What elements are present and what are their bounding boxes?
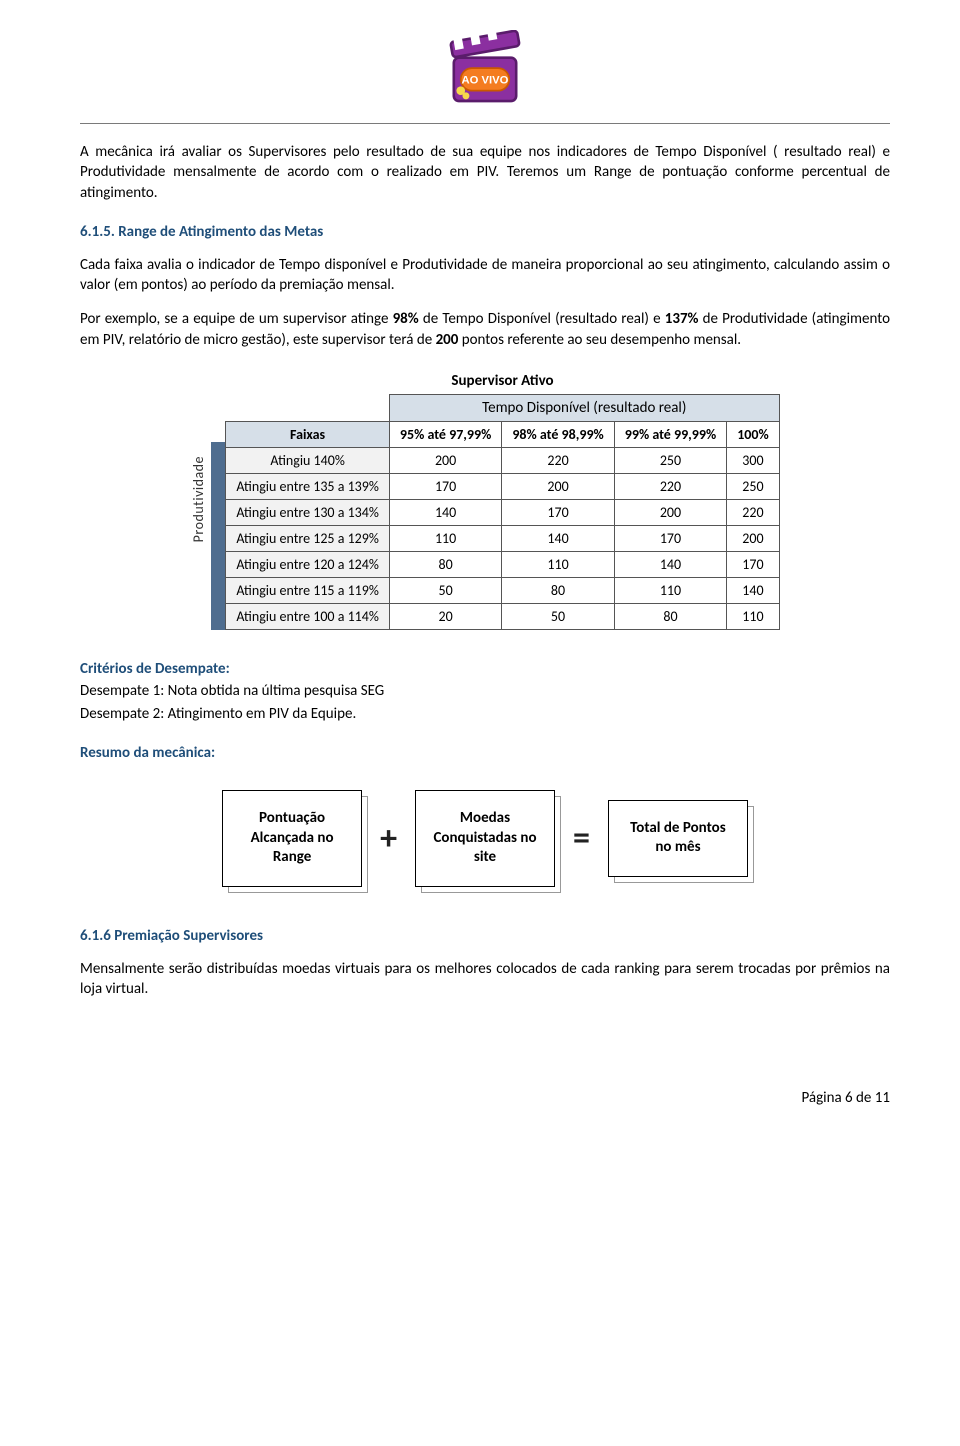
section-616-p1: Mensalmente serão distribuídas moedas vi… [80, 959, 890, 1000]
bold-value: 98% [393, 310, 419, 328]
cell: 110 [389, 525, 501, 551]
cell: 200 [727, 525, 780, 551]
cell: 250 [614, 447, 726, 473]
cell: 140 [727, 577, 780, 603]
header-divider [80, 123, 890, 124]
table-row: Atingiu entre 130 a 134% 140 170 200 220 [226, 499, 779, 525]
col-header: 98% até 98,99% [502, 421, 614, 447]
formula-box-3: Total de Pontos no mês [608, 800, 748, 877]
formula-box-1: Pontuação Alcançada no Range [222, 790, 362, 887]
cell: 80 [614, 603, 726, 629]
cell: 200 [389, 447, 501, 473]
cell: 250 [727, 473, 780, 499]
ao-vivo-clapper-icon: AO VIVO [440, 30, 530, 108]
cell: 110 [614, 577, 726, 603]
cell: 50 [502, 603, 614, 629]
cell: 140 [502, 525, 614, 551]
cell: 170 [389, 473, 501, 499]
text-fragment: de Tempo Disponível (resultado real) e [419, 310, 665, 328]
points-table-container: Produtividade Supervisor Ativo Tempo Dis… [80, 368, 890, 630]
formula-row: Pontuação Alcançada no Range + Moedas Co… [80, 790, 890, 887]
row-label: Atingiu 140% [226, 447, 390, 473]
table-row: Atingiu entre 125 a 129% 110 140 170 200 [226, 525, 779, 551]
cell: 110 [502, 551, 614, 577]
cell: 20 [389, 603, 501, 629]
col-header: 99% até 99,99% [614, 421, 726, 447]
row-label: Atingiu entre 125 a 129% [226, 525, 390, 551]
section-615-p1: Cada faixa avalia o indicador de Tempo d… [80, 255, 890, 296]
cell: 80 [502, 577, 614, 603]
criterios-line-1: Desempate 1: Nota obtida na última pesqu… [80, 682, 890, 700]
cell: 220 [502, 447, 614, 473]
cell: 200 [614, 499, 726, 525]
bold-value: 200 [436, 331, 459, 349]
row-label: Atingiu entre 115 a 119% [226, 577, 390, 603]
table-side-label: Produtividade [190, 456, 207, 542]
text-fragment: pontos referente ao seu desempenho mensa… [458, 331, 741, 349]
cell: 140 [614, 551, 726, 577]
cell: 220 [614, 473, 726, 499]
cell: 170 [614, 525, 726, 551]
row-label: Atingiu entre 120 a 124% [226, 551, 390, 577]
criterios-title: Critérios de Desempate: [80, 660, 890, 678]
row-label: Atingiu entre 130 a 134% [226, 499, 390, 525]
cell: 170 [502, 499, 614, 525]
svg-text:AO VIVO: AO VIVO [462, 75, 509, 87]
formula-box-2: Moedas Conquistadas no site [415, 790, 555, 887]
cell: 220 [727, 499, 780, 525]
row-label: Atingiu entre 135 a 139% [226, 473, 390, 499]
faixas-header: Faixas [226, 421, 390, 447]
section-615-p2: Por exemplo, se a equipe de um superviso… [80, 309, 890, 350]
bold-value: 137% [665, 310, 699, 328]
cell: 300 [727, 447, 780, 473]
table-row: Atingiu entre 115 a 119% 50 80 110 140 [226, 577, 779, 603]
table-super-title: Supervisor Ativo [226, 368, 779, 395]
criterios-line-2: Desempate 2: Atingimento em PIV da Equip… [80, 704, 890, 724]
plus-icon: + [380, 818, 397, 859]
table-row: Atingiu entre 120 a 124% 80 110 140 170 [226, 551, 779, 577]
table-side-bar [211, 442, 225, 630]
cell: 110 [727, 603, 780, 629]
cell: 50 [389, 577, 501, 603]
col-header: 100% [727, 421, 780, 447]
table-group-header: Tempo Disponível (resultado real) [389, 394, 779, 421]
points-table: Supervisor Ativo Tempo Disponível (resul… [225, 368, 779, 630]
row-label: Atingiu entre 100 a 114% [226, 603, 390, 629]
table-row: Atingiu 140% 200 220 250 300 [226, 447, 779, 473]
table-row: Atingiu entre 135 a 139% 170 200 220 250 [226, 473, 779, 499]
col-header: 95% até 97,99% [389, 421, 501, 447]
text-fragment: Por exemplo, se a equipe de um superviso… [80, 310, 393, 328]
page-footer: Página 6 de 11 [80, 1089, 890, 1107]
cell: 200 [502, 473, 614, 499]
section-616-heading: 6.1.6 Premiação Supervisores [80, 927, 890, 945]
equals-icon: = [573, 818, 590, 859]
cell: 140 [389, 499, 501, 525]
section-615-heading: 6.1.5. Range de Atingimento das Metas [80, 223, 890, 241]
cell: 80 [389, 551, 501, 577]
intro-paragraph: A mecânica irá avaliar os Supervisores p… [80, 142, 890, 203]
resumo-title: Resumo da mecânica: [80, 744, 890, 762]
cell: 170 [727, 551, 780, 577]
table-row: Atingiu entre 100 a 114% 20 50 80 110 [226, 603, 779, 629]
header-logo: AO VIVO [80, 30, 890, 113]
